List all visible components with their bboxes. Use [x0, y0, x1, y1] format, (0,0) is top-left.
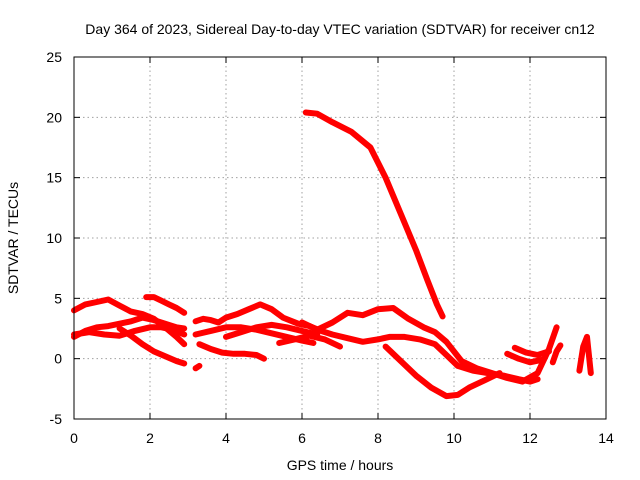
- y-axis-label: SDTVAR / TECUs: [5, 182, 21, 294]
- x-tick-label: 6: [298, 430, 306, 446]
- series-arc-c: [71, 324, 188, 339]
- x-tick-label: 0: [70, 430, 78, 446]
- series-layer: [71, 109, 594, 400]
- x-tick-label: 2: [146, 430, 154, 446]
- y-tick-label: 15: [46, 170, 62, 186]
- x-tick-labels: 0 2 4 6 8 10 12 14: [70, 430, 614, 446]
- series-arc-l: [382, 343, 503, 400]
- x-tick-label: 14: [598, 430, 614, 446]
- series-arc-p: [576, 333, 594, 377]
- x-tick-label: 4: [222, 430, 230, 446]
- y-tick-labels: -5 0 5 10 15 20 25: [46, 49, 62, 427]
- series-arc-k: [299, 305, 560, 385]
- y-tick-label: 5: [54, 290, 62, 306]
- grid: [74, 57, 606, 419]
- series-arc-o: [549, 342, 564, 366]
- series-arc-j: [276, 332, 343, 350]
- y-tick-label: 20: [46, 109, 62, 125]
- series-arc-e: [143, 294, 188, 316]
- y-tick-label: -5: [50, 411, 63, 427]
- y-tick-label: 25: [46, 49, 62, 65]
- x-tick-label: 10: [446, 430, 462, 446]
- series-arc-b: [71, 314, 188, 340]
- series-arc-i: [223, 321, 321, 340]
- y-tick-label: 0: [54, 351, 62, 367]
- x-tick-label: 12: [522, 430, 538, 446]
- x-axis-label: GPS time / hours: [287, 457, 394, 473]
- series-arc-q: [192, 362, 203, 372]
- series-arc-h: [196, 341, 267, 362]
- x-tick-label: 8: [374, 430, 382, 446]
- chart-title: Day 364 of 2023, Sidereal Day-to-day VTE…: [85, 21, 595, 37]
- series-arc-high: [302, 109, 446, 320]
- tick-marks: [73, 56, 607, 420]
- series-arc-n: [511, 344, 552, 358]
- y-tick-label: 10: [46, 230, 62, 246]
- series-arc-d: [116, 325, 188, 367]
- series-arc-m: [504, 350, 545, 366]
